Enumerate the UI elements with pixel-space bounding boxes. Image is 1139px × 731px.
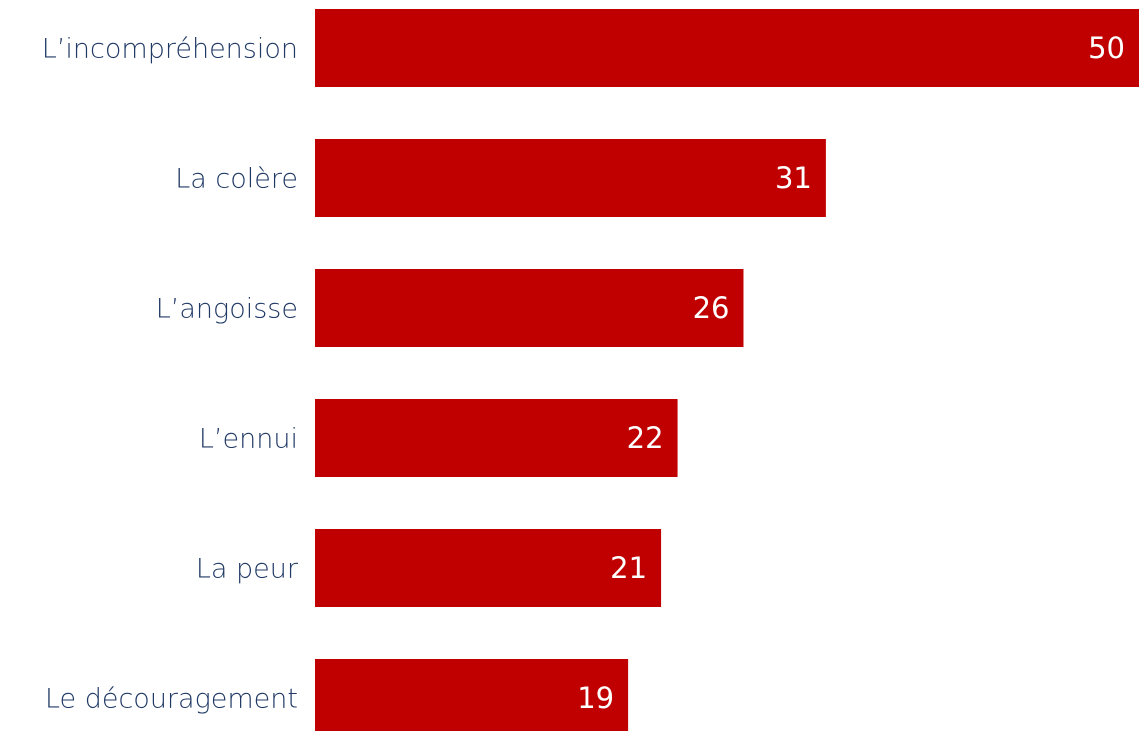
category-label: La colère: [175, 164, 298, 195]
category-label: L’angoisse: [156, 294, 298, 325]
value-label: 21: [610, 551, 647, 585]
category-label: La peur: [196, 554, 299, 585]
value-label: 22: [627, 421, 664, 455]
category-label: Le découragement: [45, 684, 298, 715]
bar: [315, 399, 678, 477]
value-label: 31: [775, 161, 812, 195]
value-label: 19: [577, 681, 614, 715]
bar: [315, 529, 662, 607]
bar: [315, 9, 1139, 87]
category-label: L’incompréhension: [42, 34, 298, 65]
value-label: 50: [1088, 31, 1125, 65]
bar: [315, 269, 744, 347]
value-label: 26: [693, 291, 730, 325]
bar: [315, 659, 629, 731]
bar: [315, 139, 826, 217]
category-label: L’ennui: [199, 424, 298, 455]
